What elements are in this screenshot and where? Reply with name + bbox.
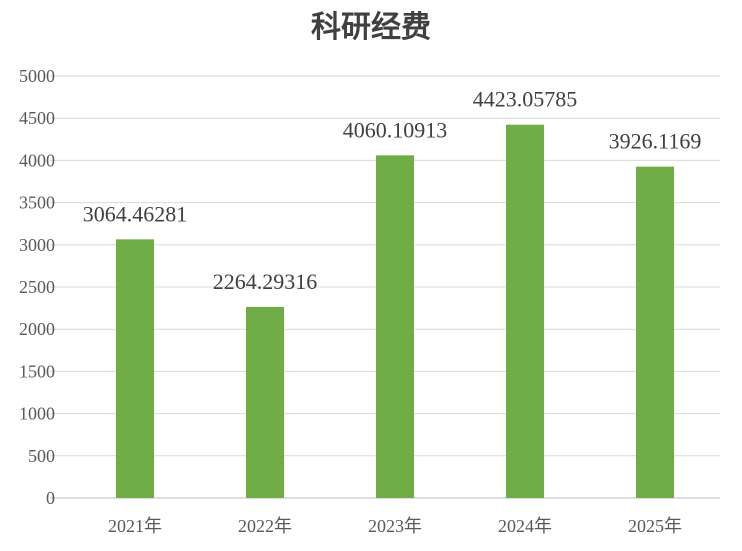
data-label: 4423.05785 <box>473 87 578 112</box>
bar <box>636 166 674 498</box>
x-tick-label: 2021年 <box>108 516 162 536</box>
bar <box>116 239 154 498</box>
y-tick-label: 1000 <box>19 404 55 424</box>
data-label: 2264.29316 <box>213 269 318 294</box>
y-tick-label: 2500 <box>19 277 55 297</box>
y-tick-label: 3500 <box>19 193 55 213</box>
data-label: 4060.10913 <box>343 117 448 142</box>
y-tick-label: 0 <box>46 488 55 508</box>
y-tick-label: 5000 <box>19 66 55 86</box>
y-tick-label: 1500 <box>19 361 55 381</box>
x-tick-label: 2024年 <box>498 516 552 536</box>
y-tick-label: 2000 <box>19 319 55 339</box>
bar <box>246 306 284 498</box>
x-tick-label: 2022年 <box>238 516 292 536</box>
x-tick-label: 2025年 <box>628 516 682 536</box>
y-tick-label: 4000 <box>19 150 55 170</box>
y-tick-label: 500 <box>28 446 55 466</box>
data-label: 3064.46281 <box>83 201 188 226</box>
chart-title: 科研经费 <box>311 10 431 45</box>
data-label: 3926.1169 <box>609 129 702 154</box>
y-tick-label: 4500 <box>19 108 55 128</box>
bar <box>506 124 544 499</box>
bar <box>376 155 414 498</box>
x-tick-label: 2023年 <box>368 516 422 536</box>
y-tick-label: 3000 <box>19 235 55 255</box>
